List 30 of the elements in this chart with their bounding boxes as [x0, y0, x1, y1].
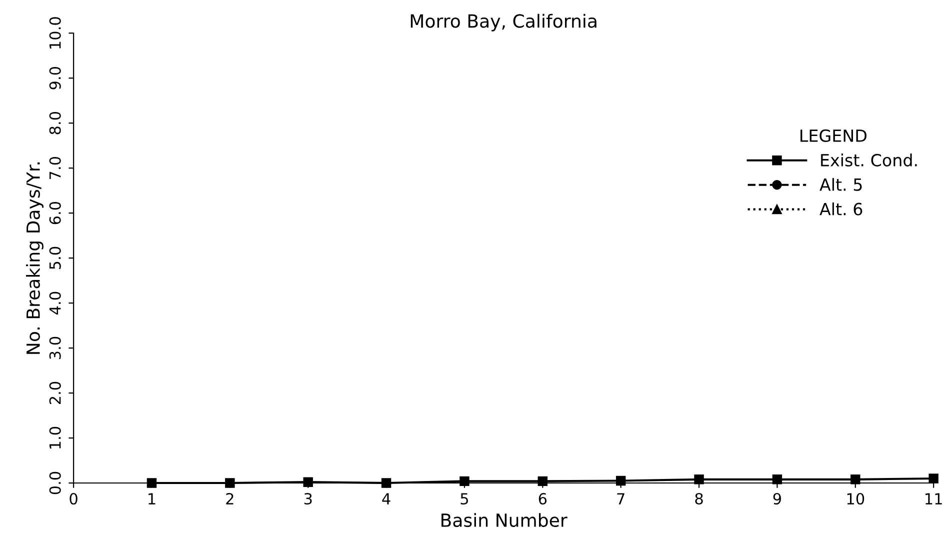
legend-label: Alt. 5: [820, 178, 862, 191]
y-tick-label: 3.0: [49, 336, 61, 360]
y-tick-label: 7.0: [49, 156, 61, 179]
x-tick-label: 0: [70, 492, 78, 505]
y-tick-label: 4.0: [49, 292, 61, 314]
legend-title: LEGEND: [800, 129, 866, 142]
x-tick-label: 2: [226, 492, 234, 504]
x-tick-label: 8: [695, 492, 703, 505]
y-tick-label: 2.0: [49, 382, 61, 404]
x-tick-label: 10: [847, 492, 864, 505]
y-tick-label: 8.0: [49, 112, 61, 134]
y-tick-label: 1.0: [49, 426, 61, 448]
y-tick-label: 9.0: [49, 66, 61, 90]
legend-label: Exist. Cond.: [821, 154, 917, 166]
x-tick-label: 3: [304, 492, 312, 505]
y-axis-title: No. Breaking Days/Yr.: [26, 162, 44, 354]
legend-label: Alt. 6: [820, 202, 862, 216]
x-tick-label: 4: [382, 493, 390, 504]
y-tick-label: 10.0: [49, 17, 61, 48]
x-tick-label: 9: [773, 492, 781, 505]
y-tick-label: 0.0: [49, 472, 61, 494]
chart-title: Morro Bay, California: [410, 14, 596, 32]
x-tick-label: 7: [617, 493, 624, 504]
x-axis-title: Basin Number: [442, 513, 568, 528]
y-tick-label: 6.0: [49, 202, 61, 224]
y-tick-label: 5.0: [49, 246, 61, 270]
x-tick-label: 11: [926, 493, 942, 504]
x-tick-label: 1: [148, 493, 156, 504]
x-tick-label: 6: [538, 492, 547, 505]
x-tick-label: 5: [460, 493, 468, 505]
